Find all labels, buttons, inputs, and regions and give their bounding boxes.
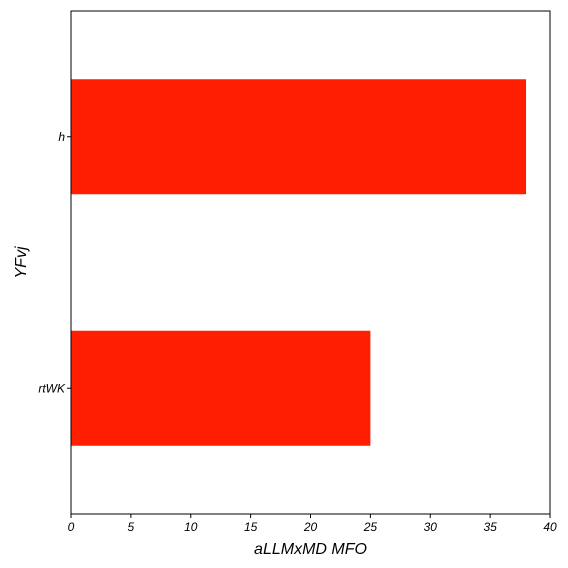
bar-h xyxy=(71,79,527,195)
bar-rtWK xyxy=(71,330,371,446)
bars-layer xyxy=(71,79,527,446)
y-axis-ticks: rtWK h xyxy=(38,130,71,395)
y-tick-label: h xyxy=(58,130,65,144)
x-tick-label: 40 xyxy=(543,520,557,534)
x-tick-label: 20 xyxy=(303,520,318,534)
x-tick-label: 5 xyxy=(128,520,135,534)
x-tick-label: 30 xyxy=(424,520,438,534)
x-tick-label: 10 xyxy=(184,520,198,534)
y-axis-label: YFvj xyxy=(13,246,30,278)
x-tick-label: 35 xyxy=(483,520,497,534)
x-tick-label: 15 xyxy=(244,520,258,534)
y-tick-label: rtWK xyxy=(38,381,66,395)
x-axis-ticks: 0 5 10 15 20 25 30 35 40 xyxy=(68,514,557,534)
x-tick-label: 0 xyxy=(68,520,75,534)
x-axis-label: aLLMxMD MFO xyxy=(254,541,367,558)
x-tick-label: 25 xyxy=(363,520,378,534)
